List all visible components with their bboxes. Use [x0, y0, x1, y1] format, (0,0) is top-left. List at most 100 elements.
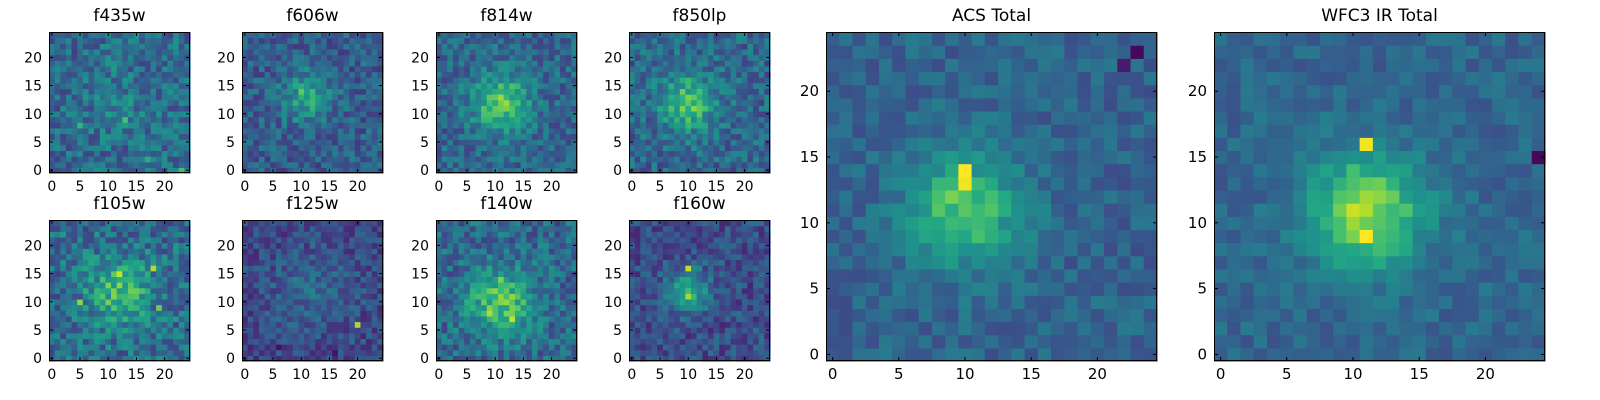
heatmap-cell: [707, 236, 715, 244]
heatmap-cell: [651, 150, 658, 157]
heatmap-cell: [105, 349, 112, 356]
heatmap-cell: [94, 225, 101, 232]
heatmap-cell: [270, 156, 277, 163]
heatmap-cell: [332, 270, 339, 277]
heatmap-cell: [696, 304, 703, 311]
heatmap-cell: [258, 327, 266, 334]
heatmap-cell: [475, 355, 482, 362]
heatmap-cell: [674, 105, 681, 112]
heatmap-cell: [458, 144, 465, 152]
heatmap-cell: [326, 99, 333, 106]
heatmap-cell: [486, 321, 493, 328]
heatmap-cell: [88, 150, 95, 157]
heatmap-cell: [298, 60, 305, 67]
heatmap-cell: [178, 122, 185, 129]
heatmap-cell: [349, 282, 356, 289]
heatmap-cell: [315, 276, 322, 283]
heatmap-cell: [531, 144, 539, 152]
heatmap-cell: [509, 133, 516, 140]
heatmap-cell: [509, 139, 516, 146]
heatmap-cell: [264, 99, 271, 106]
heatmap-cell: [178, 156, 185, 163]
heatmap-cell: [640, 105, 647, 112]
heatmap-cell: [304, 270, 311, 277]
heatmap-cell: [127, 242, 135, 249]
heatmap-cell: [337, 225, 345, 232]
heatmap-cell: [447, 287, 454, 294]
heatmap-cell: [337, 71, 345, 78]
heatmap-cell: [54, 236, 61, 244]
heatmap-cell: [447, 65, 454, 73]
heatmap-cell: [730, 37, 737, 44]
heatmap-cell: [82, 48, 90, 56]
heatmap-cell: [116, 88, 123, 95]
heatmap-cell: [651, 236, 658, 244]
heatmap-cell: [247, 105, 254, 112]
heatmap-cell: [144, 315, 152, 323]
heatmap-cell: [247, 133, 254, 140]
heatmap-cell: [111, 236, 118, 244]
heatmap-cell: [150, 82, 157, 89]
heatmap-cell: [481, 270, 488, 277]
heatmap-cell: [662, 144, 670, 152]
heatmap-cell: [481, 220, 488, 227]
heatmap-cell: [702, 139, 709, 146]
heatmap-cell: [481, 231, 488, 238]
heatmap-cell: [543, 248, 550, 255]
heatmap-cell: [178, 242, 185, 249]
heatmap-cell: [304, 94, 311, 101]
heatmap-cell: [475, 37, 482, 44]
heatmap-cell: [475, 220, 482, 227]
heatmap-cell: [565, 105, 572, 112]
heatmap-cell: [144, 161, 152, 168]
heatmap-cell: [371, 349, 378, 356]
heatmap-cell: [753, 99, 760, 106]
heatmap-cell: [270, 287, 277, 294]
heatmap-cell: [696, 231, 703, 238]
heatmap-cell: [560, 259, 567, 266]
heatmap-cell: [492, 236, 499, 244]
heatmap-cell: [531, 60, 539, 67]
heatmap-cell: [178, 270, 185, 277]
heatmap-cell: [337, 122, 345, 129]
heatmap-cell: [679, 231, 686, 238]
heatmap-cell: [178, 116, 185, 123]
heatmap-cell: [247, 94, 254, 101]
heatmap-cell: [548, 259, 556, 266]
heatmap-cell: [49, 127, 56, 135]
heatmap-cell: [326, 105, 333, 112]
heatmap-cell: [173, 293, 180, 300]
heatmap-cell: [464, 253, 471, 261]
heatmap-cell: [161, 77, 169, 84]
heatmap-cell: [127, 225, 135, 232]
heatmap-cell: [691, 144, 698, 152]
heatmap-cell: [60, 110, 67, 118]
heatmap-cell: [657, 48, 664, 56]
heatmap-cell: [475, 276, 482, 283]
heatmap-cell: [481, 150, 488, 157]
heatmap-cell: [371, 321, 378, 328]
heatmap-cell: [514, 349, 522, 356]
heatmap-cell: [77, 122, 84, 129]
heatmap-cell: [127, 298, 135, 306]
heatmap-cell: [668, 276, 675, 283]
heatmap-cell: [492, 298, 499, 306]
heatmap-cell: [65, 161, 73, 168]
heatmap-cell: [730, 71, 737, 78]
heatmap-cell: [275, 225, 283, 232]
heatmap-cell: [315, 156, 322, 163]
heatmap-cell: [275, 60, 283, 67]
heatmap-cell: [349, 220, 356, 227]
heatmap-cell: [88, 144, 95, 152]
heatmap-cell: [730, 88, 737, 95]
heatmap-cell: [270, 116, 277, 123]
heatmap-cell: [258, 276, 266, 283]
heatmap-cell: [685, 71, 692, 78]
heatmap-cell: [464, 315, 471, 323]
heatmap-cell: [560, 122, 567, 129]
heatmap-cell: [178, 43, 185, 50]
heatmap-cell: [94, 355, 101, 362]
heatmap-cell: [54, 270, 61, 277]
heatmap-cell: [758, 167, 765, 174]
